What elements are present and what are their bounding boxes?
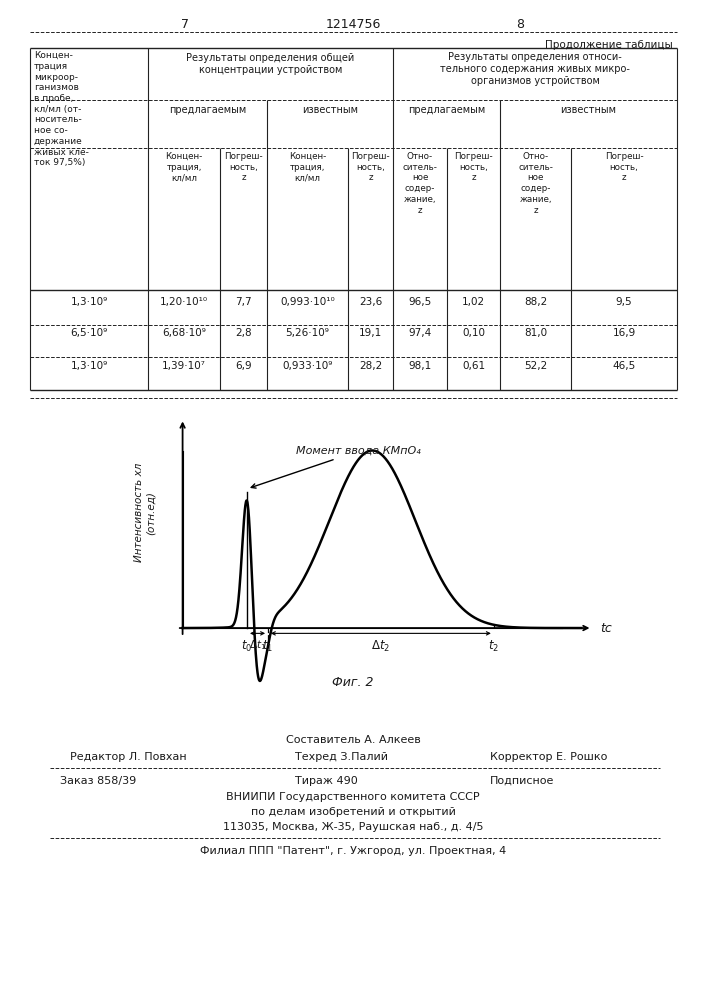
Text: tc: tc	[600, 622, 612, 635]
Text: 28,2: 28,2	[359, 361, 382, 371]
Text: 0,61: 0,61	[462, 361, 485, 371]
Text: Погреш-
ность,
z: Погреш- ность, z	[351, 152, 390, 182]
Text: 5,26·10⁹: 5,26·10⁹	[286, 328, 329, 338]
Text: 6,68·10⁹: 6,68·10⁹	[162, 328, 206, 338]
Text: 98,1: 98,1	[409, 361, 432, 371]
Text: 81,0: 81,0	[524, 328, 547, 338]
Text: Концен-
трация
микроор-
ганизмов
в пробе,
кл/мл (от-
носитель-
ное со-
держание
: Концен- трация микроор- ганизмов в пробе…	[34, 51, 89, 167]
Text: 88,2: 88,2	[524, 297, 547, 307]
Text: 1,39·10⁷: 1,39·10⁷	[162, 361, 206, 371]
Text: Редактор Л. Повхан: Редактор Л. Повхан	[70, 752, 187, 762]
Text: 23,6: 23,6	[359, 297, 382, 307]
Text: 1,02: 1,02	[462, 297, 485, 307]
Text: 1,3·10⁹: 1,3·10⁹	[71, 361, 107, 371]
Text: по делам изобретений и открытий: по делам изобретений и открытий	[250, 807, 455, 817]
Text: 9,5: 9,5	[616, 297, 632, 307]
Text: 19,1: 19,1	[359, 328, 382, 338]
Text: Концен-
трация,
кл/мл: Концен- трация, кл/мл	[289, 152, 326, 182]
Text: предлагаемым: предлагаемым	[169, 105, 246, 115]
Text: 0,993·10¹⁰: 0,993·10¹⁰	[280, 297, 335, 307]
Text: известным: известным	[561, 105, 617, 115]
Text: 7: 7	[181, 18, 189, 31]
Text: Погреш-
ность,
z: Погреш- ность, z	[454, 152, 493, 182]
Text: $t_1$: $t_1$	[262, 639, 274, 654]
Text: 1214756: 1214756	[325, 18, 380, 31]
Text: 96,5: 96,5	[409, 297, 432, 307]
Text: Тираж 490: Тираж 490	[295, 776, 358, 786]
Text: Продолжение таблицы: Продолжение таблицы	[545, 40, 673, 50]
Text: 1,3·10⁹: 1,3·10⁹	[71, 297, 107, 307]
Text: предлагаемым: предлагаемым	[408, 105, 485, 115]
Text: $t_0$: $t_0$	[242, 639, 252, 654]
Text: 6,9: 6,9	[235, 361, 252, 371]
Text: 7,7: 7,7	[235, 297, 252, 307]
Text: Момент ввода КМпО₄: Момент ввода КМпО₄	[251, 446, 421, 488]
Text: Подписное: Подписное	[490, 776, 554, 786]
Text: известным: известным	[302, 105, 358, 115]
Text: Заказ 858/39: Заказ 858/39	[60, 776, 136, 786]
Text: Концен-
трация,
кл/мл: Концен- трация, кл/мл	[165, 152, 203, 182]
Text: 0,10: 0,10	[462, 328, 485, 338]
Text: Результаты определения относи-
тельного содержания живых микро-
организмов устро: Результаты определения относи- тельного …	[440, 52, 630, 86]
Text: 8: 8	[516, 18, 524, 31]
Text: Техред З.Палий: Техред З.Палий	[295, 752, 388, 762]
Text: 113035, Москва, Ж-35, Раушская наб., д. 4/5: 113035, Москва, Ж-35, Раушская наб., д. …	[223, 822, 484, 832]
Text: Результаты определения общей
концентрации устройством: Результаты определения общей концентраци…	[187, 53, 355, 75]
Text: 1,20·10¹⁰: 1,20·10¹⁰	[160, 297, 208, 307]
Text: Отно-
ситель-
ное
содер-
жание,
z: Отно- ситель- ное содер- жание, z	[518, 152, 553, 215]
Text: Фиг. 2: Фиг. 2	[332, 676, 374, 689]
Text: 16,9: 16,9	[612, 328, 636, 338]
Text: 46,5: 46,5	[612, 361, 636, 371]
Text: 52,2: 52,2	[524, 361, 547, 371]
Text: Погреш-
ность,
z: Погреш- ность, z	[604, 152, 643, 182]
Text: Составитель А. Алкеев: Составитель А. Алкеев	[286, 735, 421, 745]
Text: 0,933·10⁹: 0,933·10⁹	[282, 361, 333, 371]
Text: Интенсивность хл
(отн.ед): Интенсивность хл (отн.ед)	[134, 463, 156, 562]
Text: $t_2$: $t_2$	[489, 639, 499, 654]
Text: 6,5·10⁹: 6,5·10⁹	[71, 328, 107, 338]
Text: Филиал ППП "Патент", г. Ужгород, ул. Проектная, 4: Филиал ППП "Патент", г. Ужгород, ул. Про…	[200, 846, 506, 856]
Text: $\Delta t_1$: $\Delta t_1$	[249, 639, 266, 652]
Text: Погреш-
ность,
z: Погреш- ность, z	[224, 152, 263, 182]
Text: Отно-
ситель-
ное
содер-
жание,
z: Отно- ситель- ное содер- жание, z	[402, 152, 438, 215]
Text: Корректор Е. Рошко: Корректор Е. Рошко	[490, 752, 607, 762]
Text: 2,8: 2,8	[235, 328, 252, 338]
Text: 97,4: 97,4	[409, 328, 432, 338]
Text: $\Delta t_2$: $\Delta t_2$	[371, 639, 390, 654]
Text: ВНИИПИ Государственного комитета СССР: ВНИИПИ Государственного комитета СССР	[226, 792, 480, 802]
